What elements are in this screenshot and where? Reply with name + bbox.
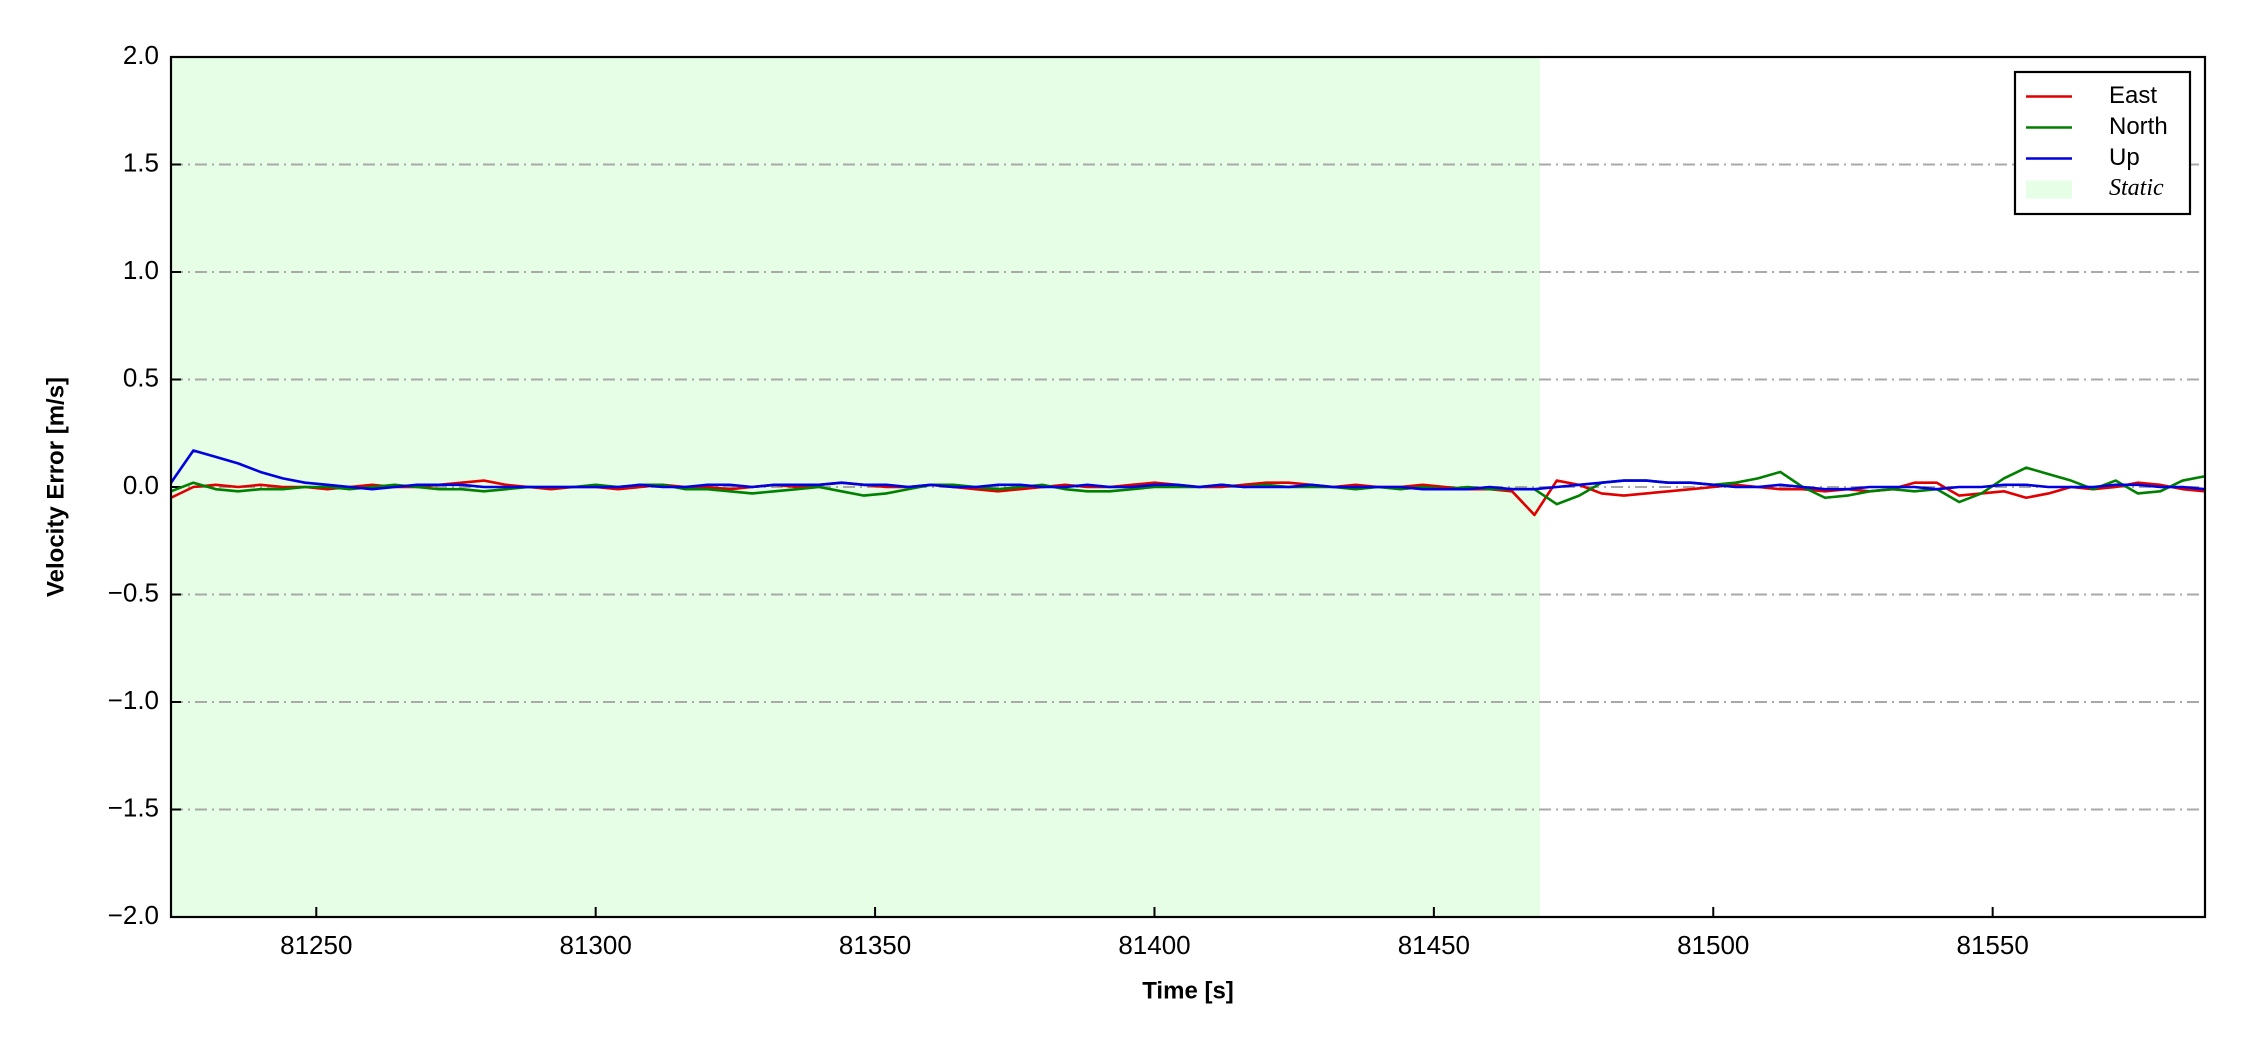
y-tick-label: −1.0 [108,685,159,715]
legend-label: Static [2109,175,2164,201]
x-tick-label: 81250 [280,930,352,960]
y-axis-label: Velocity Error [m/s] [42,377,69,597]
x-tick-label: 81500 [1677,930,1749,960]
y-tick-label: −1.5 [108,792,159,822]
x-tick-label: 81550 [1957,930,2029,960]
legend-label: Up [2109,144,2140,171]
y-tick-label: −2.0 [108,900,159,930]
y-tick-label: 1.0 [123,255,159,285]
x-tick-label: 81450 [1398,930,1470,960]
x-axis-label: Time [s] [1142,977,1234,1004]
y-tick-label: −0.5 [108,577,159,607]
x-tick-label: 81400 [1118,930,1190,960]
plot-frame [169,55,2207,919]
x-tick-label: 81350 [839,930,911,960]
y-tick-label: 1.5 [123,147,159,177]
y-tick-label: 0.5 [123,362,159,392]
y-tick-label: 2.0 [123,40,159,70]
legend-label: North [2109,113,2168,140]
legend-label: East [2109,82,2157,109]
legend-swatch [2026,180,2072,199]
x-tick-label: 81300 [560,930,632,960]
y-tick-label: 0.0 [123,470,159,500]
series-line [169,449,2206,491]
